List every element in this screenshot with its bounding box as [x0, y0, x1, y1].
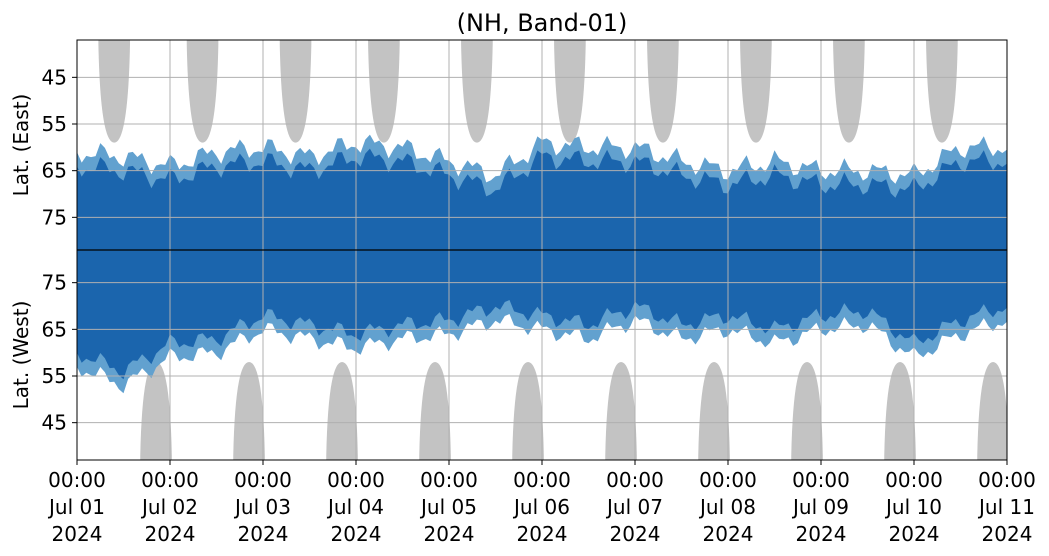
no-data-region-top — [98, 40, 131, 143]
chart-title: (NH, Band-01) — [457, 9, 628, 37]
grid — [76, 40, 1008, 460]
no-data-region-top — [186, 40, 219, 143]
no-data-region-top — [740, 40, 772, 143]
y-tick-label: 75 — [42, 271, 67, 295]
no-data-region-bottom — [791, 362, 823, 460]
no-data-region-top — [554, 40, 586, 143]
y-tick-label: 75 — [42, 205, 67, 229]
no-data-region-bottom — [419, 362, 451, 460]
no-data-region-top — [279, 40, 312, 143]
x-tick-label: Jul 05 — [419, 495, 477, 519]
y-tick-label: 45 — [42, 65, 67, 89]
x-tick-label: 00:00 — [513, 468, 571, 492]
x-tick-label: 00:00 — [234, 468, 292, 492]
no-data-region-bottom — [698, 362, 730, 460]
no-data-region-top — [368, 40, 400, 143]
x-tick-label: Jul 02 — [140, 495, 198, 519]
x-tick-label: 00:00 — [327, 468, 385, 492]
no-data-region-bottom — [512, 362, 544, 460]
x-tick-label: 2024 — [52, 522, 103, 546]
x-tick-label: Jul 03 — [233, 495, 291, 519]
no-data-regions — [98, 40, 1007, 460]
y-label-bottom: Lat. (West) — [9, 301, 33, 410]
x-tick-label: 00:00 — [420, 468, 478, 492]
y-tick-label: 45 — [42, 411, 67, 435]
no-data-region-bottom — [326, 362, 358, 460]
no-data-region-bottom — [884, 362, 916, 460]
x-tick-label: 2024 — [703, 522, 754, 546]
y-label-top: Lat. (East) — [9, 94, 33, 197]
x-tick-label: 2024 — [517, 522, 568, 546]
x-tick-label: 00:00 — [699, 468, 757, 492]
x-tick-label: Jul 06 — [512, 495, 570, 519]
y-tick-label: 65 — [42, 159, 67, 183]
x-tick-label: 2024 — [982, 522, 1033, 546]
x-tick-label: Jul 01 — [47, 495, 105, 519]
x-tick-label: Jul 09 — [791, 495, 849, 519]
x-tick-label: 2024 — [331, 522, 382, 546]
x-tick-label: 2024 — [889, 522, 940, 546]
x-tick-label: 2024 — [145, 522, 196, 546]
x-tick-label: 2024 — [238, 522, 289, 546]
x-tick-label: 00:00 — [885, 468, 943, 492]
x-tick-label: 00:00 — [978, 468, 1036, 492]
x-tick-label: Jul 04 — [326, 495, 384, 519]
no-data-region-bottom — [605, 362, 637, 460]
no-data-region-top — [833, 40, 865, 143]
x-tick-label: 00:00 — [141, 468, 199, 492]
x-tick-label: Jul 07 — [605, 495, 663, 519]
x-tick-label: 2024 — [610, 522, 661, 546]
no-data-region-top — [926, 40, 958, 143]
x-tick-label: Jul 10 — [884, 495, 942, 519]
y-tick-label: 55 — [42, 112, 67, 136]
y-tick-label: 65 — [42, 317, 67, 341]
no-data-region-top — [461, 40, 493, 143]
x-axis: 00:00 Jul 01 2024 00:00 Jul 02 2024 00:00 Jul 0… — [47, 460, 1036, 546]
x-tick-label: Jul 11 — [977, 495, 1035, 519]
x-tick-label: 2024 — [796, 522, 847, 546]
x-tick-label: Jul 08 — [698, 495, 756, 519]
y-tick-label: 55 — [42, 364, 67, 388]
x-tick-label: 00:00 — [606, 468, 664, 492]
x-tick-label: 00:00 — [48, 468, 106, 492]
y-axis: 45 55 65 75 75 65 55 45 — [42, 65, 77, 435]
no-data-region-bottom — [977, 362, 1007, 460]
no-data-region-bottom — [140, 362, 172, 460]
x-tick-label: 2024 — [424, 522, 475, 546]
no-data-region-top — [647, 40, 679, 143]
no-data-region-bottom — [233, 362, 265, 460]
x-tick-label: 00:00 — [792, 468, 850, 492]
